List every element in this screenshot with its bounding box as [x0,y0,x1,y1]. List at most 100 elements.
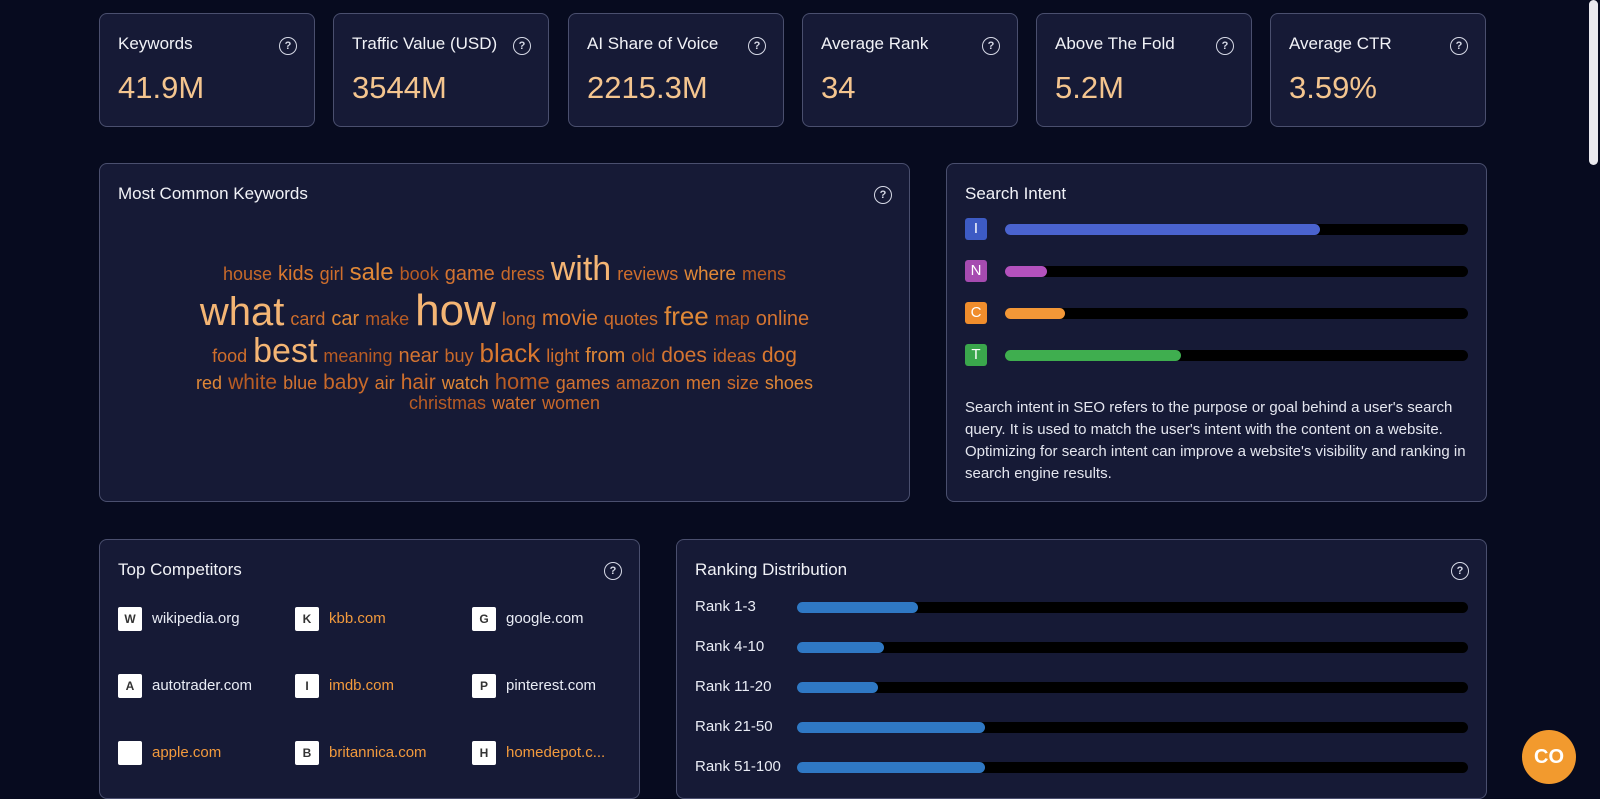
chat-launcher-button[interactable]: CO [1522,730,1576,784]
keyword-row: house kids girl sale book game dress with review… [120,251,889,288]
competitor-logo-icon [118,741,142,765]
metric-label: AI Share of Voice [587,34,719,53]
metric-value: 5.2M [1055,70,1124,105]
competitor-logo-icon: P [472,674,496,698]
keyword: where [684,264,736,285]
keyword: old [631,345,656,366]
keyword: dress [500,264,545,284]
intent-bar-fill [1005,224,1320,235]
rank-bar-track [797,682,1468,693]
keywords-card-title: Most Common Keywords [118,184,308,203]
rank-bar-track [797,602,1468,613]
rank-row: Rank 51-100 [695,757,1468,777]
keyword: water [491,392,536,413]
help-icon[interactable]: ? [279,37,297,55]
keyword: quotes [603,308,658,329]
competitor-name[interactable]: wikipedia.org [152,610,240,627]
intent-bar-track [1005,308,1468,319]
help-icon[interactable]: ? [513,37,531,55]
competitor-name[interactable]: imdb.com [329,677,395,694]
competitor-name[interactable]: google.com [506,610,584,627]
keyword: mens [741,264,786,284]
intent-bar-fill [1005,350,1181,361]
keyword: christmas [408,392,486,413]
keyword: white [228,370,278,394]
intent-bar-track [1005,266,1468,277]
keyword: movie [541,306,598,330]
keyword: near [398,344,439,367]
competitor-name[interactable]: kbb.com [329,610,386,627]
intent-bar-track [1005,224,1468,235]
competitor-logo-icon: A [118,674,142,698]
keyword-row: food best meaning near buy black light from old d… [120,331,889,370]
search-intent-description: Search intent in SEO refers to the purpo… [965,399,1466,482]
intent-badge: C [965,302,987,324]
intent-row: T [965,344,1468,368]
scrollbar-thumb[interactable] [1589,0,1598,165]
keyword: women [542,392,601,413]
keyword: best [253,331,318,370]
metric-value: 3544M [352,70,447,105]
metric-label: Above The Fold [1055,34,1175,53]
keyword: game [444,263,495,285]
help-icon[interactable]: ? [748,37,766,55]
competitor-name[interactable]: autotrader.com [152,677,253,694]
help-icon[interactable]: ? [1450,37,1468,55]
metric-card: Average Rank 34? [802,13,1018,127]
rank-label: Rank 11-20 [695,678,772,695]
rank-label: Rank 1-3 [695,598,756,615]
keyword: home [494,368,550,394]
competitor-name[interactable]: britannica.com [329,744,427,761]
keyword: men [685,372,721,393]
ranking-title: Ranking Distribution [695,560,848,579]
metric-label: Traffic Value (USD) [352,34,498,53]
keyword: baby [323,370,369,394]
keyword: size [726,372,759,393]
rank-bar-track [797,642,1468,653]
competitor-logo-icon: W [118,607,142,631]
competitor-item[interactable]: apple.com [118,741,288,765]
metric-card: Keywords 41.9M? [99,13,315,127]
keyword-row: red white blue baby air hair watch home games ama… [120,368,889,394]
rank-bar-fill [797,682,878,693]
metric-card: Traffic Value (USD) 3544M? [333,13,549,127]
metric-card: AI Share of Voice 2215.3M? [568,13,784,127]
keyword: book [399,264,439,284]
keyword: meaning [323,345,393,366]
rank-row: Rank 11-20 [695,677,1468,697]
metric-value: 3.59% [1289,70,1377,105]
rank-bar-fill [797,722,985,733]
competitor-name[interactable]: pinterest.com [506,677,597,694]
keyword: kids [278,263,314,285]
rank-bar-track [797,762,1468,773]
ranking-card: Ranking Distribution ? Rank 1-3 Rank 4-10… [676,539,1487,799]
keyword-cloud: house kids girl sale book game dress with review… [120,251,889,413]
competitor-logo-icon: I [295,674,319,698]
help-icon[interactable]: ? [874,186,892,204]
rank-row: Rank 4-10 [695,637,1468,657]
help-icon[interactable]: ? [1451,562,1469,580]
keyword: car [331,307,360,330]
keyword-row: what card car make how long movie quotes free map… [120,287,889,334]
help-icon[interactable]: ? [982,37,1000,55]
help-icon[interactable]: ? [604,562,622,580]
intent-bar-fill [1005,266,1047,277]
competitor-logo-icon: B [295,741,319,765]
help-icon[interactable]: ? [1216,37,1234,55]
competitor-name[interactable]: homedepot.c... [506,744,606,761]
intent-badge: I [965,218,987,240]
keywords-card: Most Common Keywords ? house kids girl sale… [99,163,910,502]
competitor-name[interactable]: apple.com [152,744,222,761]
intent-bar-fill [1005,308,1066,319]
metric-label: Average Rank [821,34,929,53]
rank-label: Rank 51-100 [695,758,781,775]
intent-badge: N [965,260,987,282]
